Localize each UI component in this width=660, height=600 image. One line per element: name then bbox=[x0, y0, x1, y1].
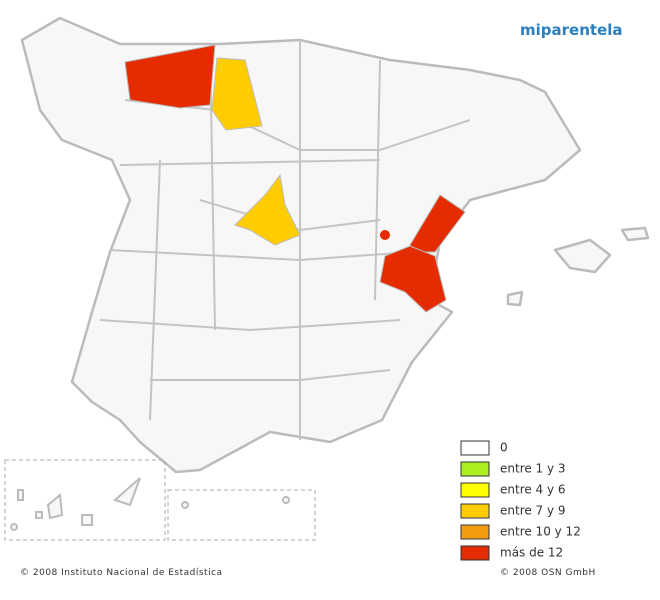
legend-label: entre 7 y 9 bbox=[500, 504, 566, 518]
footer-left: © 2008 Instituto Nacional de Estadística bbox=[20, 568, 223, 578]
legend-label: entre 10 y 12 bbox=[500, 525, 581, 539]
province-madrid bbox=[234, 173, 301, 246]
legend-label: más de 12 bbox=[500, 546, 563, 560]
legend-swatch bbox=[460, 524, 490, 540]
province-leon bbox=[124, 44, 216, 109]
mallorca bbox=[553, 238, 612, 274]
logo: miparentela bbox=[520, 21, 623, 39]
legend-swatch bbox=[460, 545, 490, 561]
canary-islands bbox=[10, 477, 290, 531]
province-borders bbox=[99, 40, 471, 440]
enclave bbox=[380, 230, 390, 240]
legend-swatch bbox=[460, 440, 490, 456]
menorca bbox=[620, 226, 650, 242]
spain-map bbox=[4, 16, 650, 541]
legend-swatch bbox=[460, 503, 490, 519]
footer-right: © 2008 OSN GmbH bbox=[500, 568, 596, 578]
province-palencia bbox=[211, 57, 263, 131]
ceuta-melilla-box bbox=[167, 489, 316, 541]
legend-label: entre 4 y 6 bbox=[500, 483, 566, 497]
legend-label: 0 bbox=[500, 441, 508, 455]
canary-box bbox=[4, 459, 166, 541]
legend-swatch bbox=[460, 482, 490, 498]
legend-swatch bbox=[460, 461, 490, 477]
ibiza bbox=[506, 290, 524, 307]
legend-label: entre 1 y 3 bbox=[500, 462, 566, 476]
legend: 0 entre 1 y 3 entre 4 y 6 entre 7 y 9 entre … bbox=[460, 440, 581, 561]
province-valencia bbox=[379, 245, 447, 313]
